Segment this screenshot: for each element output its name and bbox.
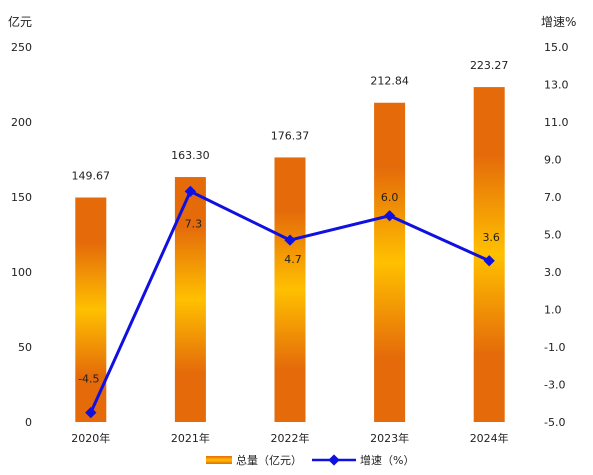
line-data-label: 4.7 (284, 253, 302, 266)
line-marker (284, 234, 296, 246)
line-marker (383, 210, 396, 222)
x-tick-label: 2022年 (271, 431, 310, 445)
bar (374, 102, 406, 423)
y-tick-label: 100 (11, 266, 32, 279)
y2-axis-unit-label: 增速% (541, 15, 576, 29)
y2-tick-label: 9.0 (544, 154, 562, 167)
bar-data-label: 212.84 (370, 75, 409, 88)
bar-data-label: 163.30 (171, 149, 210, 162)
y2-tick-label: 1.0 (544, 304, 562, 317)
bar-data-label: 223.27 (470, 59, 509, 72)
y-tick-label: 50 (18, 341, 32, 354)
y-tick-label: 150 (11, 191, 32, 204)
bar (75, 197, 107, 422)
x-tick-label: 2023年 (370, 431, 409, 445)
y2-tick-label: -1.0 (544, 341, 565, 354)
bar-data-label: 149.67 (72, 169, 111, 182)
y2-tick-label: 11.0 (544, 116, 569, 129)
y-tick-label: 250 (11, 41, 32, 54)
bar (274, 157, 306, 422)
y-axis-unit-label: 亿元 (8, 14, 32, 29)
legend-swatch-marker (328, 454, 340, 466)
y-tick-label: 200 (11, 116, 32, 129)
y2-tick-label: 3.0 (544, 266, 562, 279)
y2-tick-label: 5.0 (544, 229, 562, 242)
y2-tick-label: 7.0 (544, 191, 562, 204)
legend-item-line: 增速（%） (312, 453, 414, 467)
legend-label-bar: 总量（亿元） (236, 453, 302, 467)
y-axis-ticks: 0 50 100 150 200 250 (11, 41, 32, 429)
line-marker (483, 255, 495, 267)
y2-tick-label: 15.0 (544, 41, 569, 54)
line-data-labels: -4.5 7.3 4.7 6.0 3.6 (78, 191, 500, 386)
y-tick-label: 0 (25, 416, 32, 429)
y2-tick-label: -5.0 (544, 416, 565, 429)
bar-data-labels: 149.67 163.30 176.37 212.84 223.27 (72, 59, 509, 182)
line-data-label: 6.0 (381, 191, 399, 204)
line-marker (184, 185, 197, 198)
line-data-label: 3.6 (482, 231, 500, 244)
legend-label-line: 增速（%） (360, 453, 414, 467)
x-tick-label: 2024年 (470, 431, 509, 445)
y2-axis-ticks: -5.0 -3.0 -1.0 1.0 3.0 5.0 7.0 9.0 11.0 13.0 15.0 (544, 41, 569, 429)
line-data-label: 7.3 (185, 217, 203, 230)
y2-tick-label: -3.0 (544, 379, 565, 392)
line-series (85, 185, 495, 419)
x-tick-label: 2020年 (71, 431, 110, 445)
legend: 总量（亿元） 增速（%） (206, 453, 414, 467)
x-axis-ticks: 2020年 2021年 2022年 2023年 2024年 (71, 431, 508, 445)
y2-tick-label: 13.0 (544, 79, 569, 92)
line-data-label: -4.5 (78, 373, 99, 386)
legend-swatch-bar (206, 456, 232, 464)
legend-item-bar: 总量（亿元） (206, 453, 302, 467)
x-tick-label: 2021年 (171, 431, 210, 445)
bar-data-label: 176.37 (271, 129, 310, 142)
